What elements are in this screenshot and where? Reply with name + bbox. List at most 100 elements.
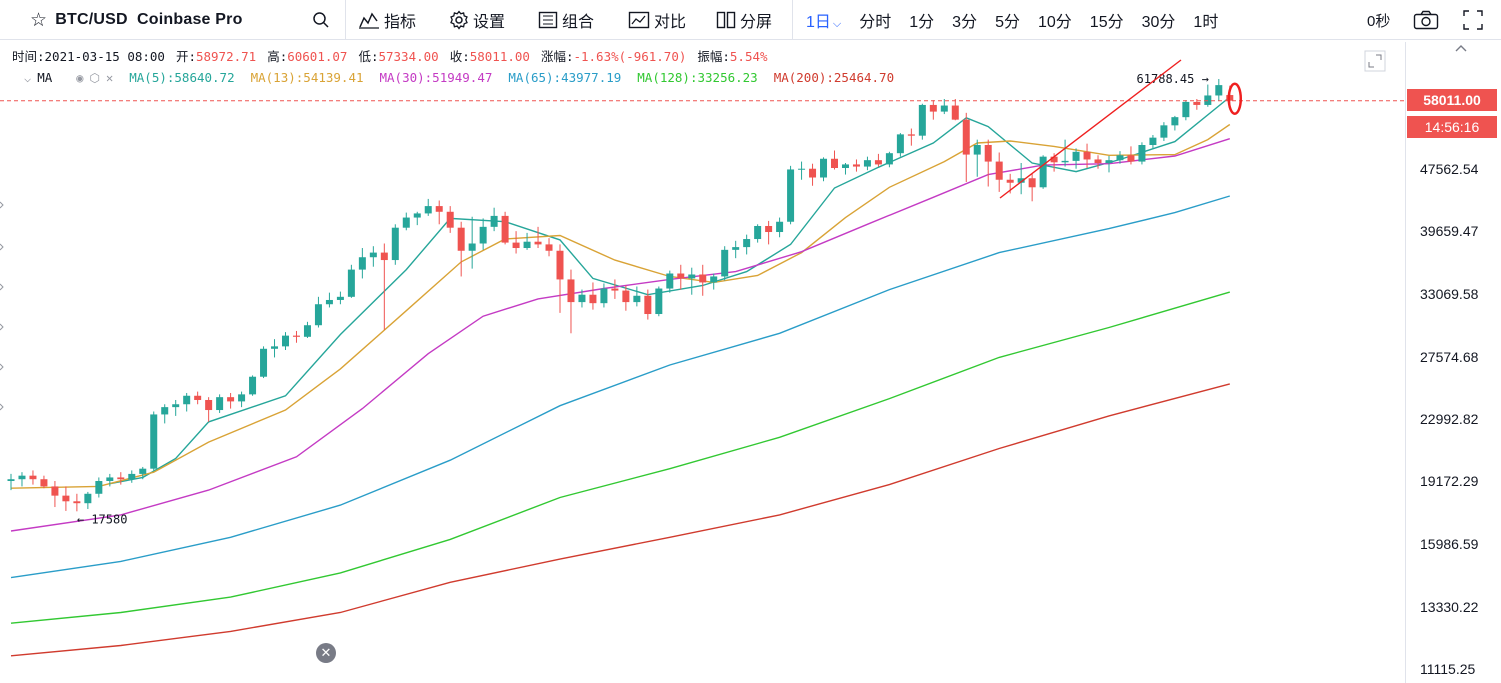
candle-body	[1116, 155, 1124, 161]
candle-body	[424, 206, 432, 214]
price-axis-label: 13330.22	[1420, 599, 1479, 615]
interval-10m[interactable]: 10分	[1037, 14, 1072, 31]
candle-body	[896, 134, 904, 154]
candle-body	[205, 399, 213, 411]
candle-body	[51, 486, 59, 496]
candle-body	[984, 144, 992, 162]
candle-body	[18, 475, 26, 480]
chevron-down-icon: ⌵	[832, 18, 842, 30]
axis-tick-mark	[0, 323, 4, 331]
maximize-pane-icon[interactable]	[1364, 50, 1386, 77]
ma-indicator-name: MA	[37, 70, 53, 85]
candle-body	[852, 164, 860, 167]
interval-tick[interactable]: 分时	[859, 14, 892, 31]
split-screen-button[interactable]: 分屏	[716, 0, 772, 40]
interval-1d[interactable]: 1日 ⌵	[806, 14, 842, 31]
eye-icon[interactable]: ◉	[76, 70, 84, 85]
price-axis-label: 33069.58	[1420, 286, 1479, 302]
close-icon[interactable]: ✕	[106, 70, 114, 85]
indicators-button[interactable]: 指标	[358, 0, 416, 40]
candle-body	[457, 227, 465, 251]
candle-body	[1006, 179, 1014, 183]
candle-body	[161, 407, 169, 415]
interval-1m[interactable]: 1分	[909, 14, 935, 31]
price-axis-label: 22992.82	[1420, 411, 1479, 427]
high-marker-label: 61788.45 →	[1137, 72, 1209, 86]
ma-value: MA(13):54139.41	[250, 70, 364, 85]
open-value: 58972.71	[195, 49, 257, 64]
price-axis-divider	[1405, 42, 1406, 683]
candle-body	[194, 395, 202, 400]
candle-body	[863, 160, 871, 167]
candle-body	[743, 239, 751, 248]
candle-body	[820, 158, 828, 178]
candle-body	[117, 477, 125, 480]
interval-1h[interactable]: 1时	[1193, 14, 1219, 31]
price-axis-label: 39659.47	[1420, 223, 1479, 239]
ohlc-info-line: 时间:2021-03-15 08:00 开:58972.71 高:60601.07 低…	[12, 49, 768, 64]
star-icon[interactable]: ☆	[30, 9, 48, 31]
interval-30m[interactable]: 30分	[1141, 14, 1176, 31]
collapse-up-icon[interactable]	[1450, 41, 1472, 60]
price-axis-label: 19172.29	[1420, 473, 1479, 489]
axis-tick-mark	[0, 243, 4, 251]
candle-body	[292, 335, 300, 337]
interval-3m[interactable]: 3分	[952, 14, 978, 31]
bar-time: 2021-03-15 08:00	[44, 49, 165, 64]
settings-button[interactable]: 设置	[449, 0, 505, 40]
candle-body	[754, 225, 762, 240]
candle-body	[578, 294, 586, 303]
candle-body	[644, 295, 652, 315]
camera-icon[interactable]	[1413, 0, 1439, 40]
candle-body	[249, 376, 257, 395]
candle-body	[776, 221, 784, 233]
candle-body	[1193, 101, 1201, 105]
low-marker-label: ← 17580	[77, 512, 128, 526]
settings-hex-icon[interactable]: ⬡	[89, 70, 101, 85]
symbol-name: BTC/USD Coinbase Pro	[55, 11, 243, 28]
candle-body	[523, 241, 531, 249]
candle-body	[358, 257, 366, 270]
candle-body	[336, 296, 344, 300]
candle-body	[260, 348, 268, 377]
candle-body	[973, 144, 981, 155]
candle-body	[677, 273, 685, 279]
compare-button[interactable]: 对比	[628, 0, 686, 40]
candle-body	[95, 481, 103, 494]
candle-body	[929, 104, 937, 112]
symbol-title[interactable]: ☆ BTC/USD Coinbase Pro	[30, 0, 243, 40]
candle-body	[106, 477, 114, 482]
price-axis-label: 47562.54	[1420, 161, 1479, 177]
bar-countdown-tag: 14:56:16	[1407, 116, 1497, 138]
candle-body	[369, 252, 377, 258]
candle-body	[347, 269, 355, 297]
top-toolbar: ☆ BTC/USD Coinbase Pro 指标 设置 组合 对比 分屏	[0, 0, 1501, 40]
close-circle-icon[interactable]: ✕	[316, 643, 336, 663]
candle-body	[435, 206, 443, 212]
indicators-label: 指标	[384, 14, 417, 31]
current-price-tag: 58011.00	[1407, 89, 1497, 111]
candle-body	[1028, 178, 1036, 188]
candle-body	[1061, 160, 1069, 163]
candle-body	[84, 493, 92, 504]
toolbar-divider	[345, 0, 346, 40]
candle-body	[885, 153, 893, 165]
collapse-chevron-icon[interactable]: ⌵	[24, 70, 32, 85]
candle-body	[710, 276, 718, 283]
candle-body	[402, 217, 410, 228]
candle-body	[150, 414, 158, 469]
amplitude-value: 5.54%	[729, 49, 768, 64]
ma-value: MA(200):25464.70	[773, 70, 895, 85]
fullscreen-icon[interactable]	[1463, 0, 1483, 40]
axis-tick-mark	[0, 363, 4, 371]
price-axis-label: 27574.68	[1420, 349, 1479, 365]
candle-body	[831, 158, 838, 169]
candle-body	[995, 161, 1003, 180]
interval-15m[interactable]: 15分	[1089, 14, 1124, 31]
interval-5m[interactable]: 5分	[995, 14, 1020, 31]
ma-line-ma30	[10, 138, 1231, 532]
combo-button[interactable]: 组合	[538, 0, 594, 40]
gear-icon	[450, 10, 468, 30]
search-icon[interactable]	[312, 0, 330, 40]
price-chart[interactable]: 61788.45 → ← 17580	[0, 42, 1405, 683]
